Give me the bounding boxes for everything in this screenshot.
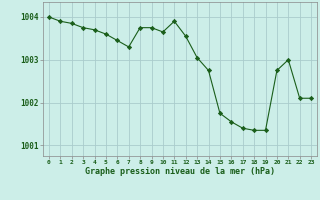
X-axis label: Graphe pression niveau de la mer (hPa): Graphe pression niveau de la mer (hPa)	[85, 167, 275, 176]
